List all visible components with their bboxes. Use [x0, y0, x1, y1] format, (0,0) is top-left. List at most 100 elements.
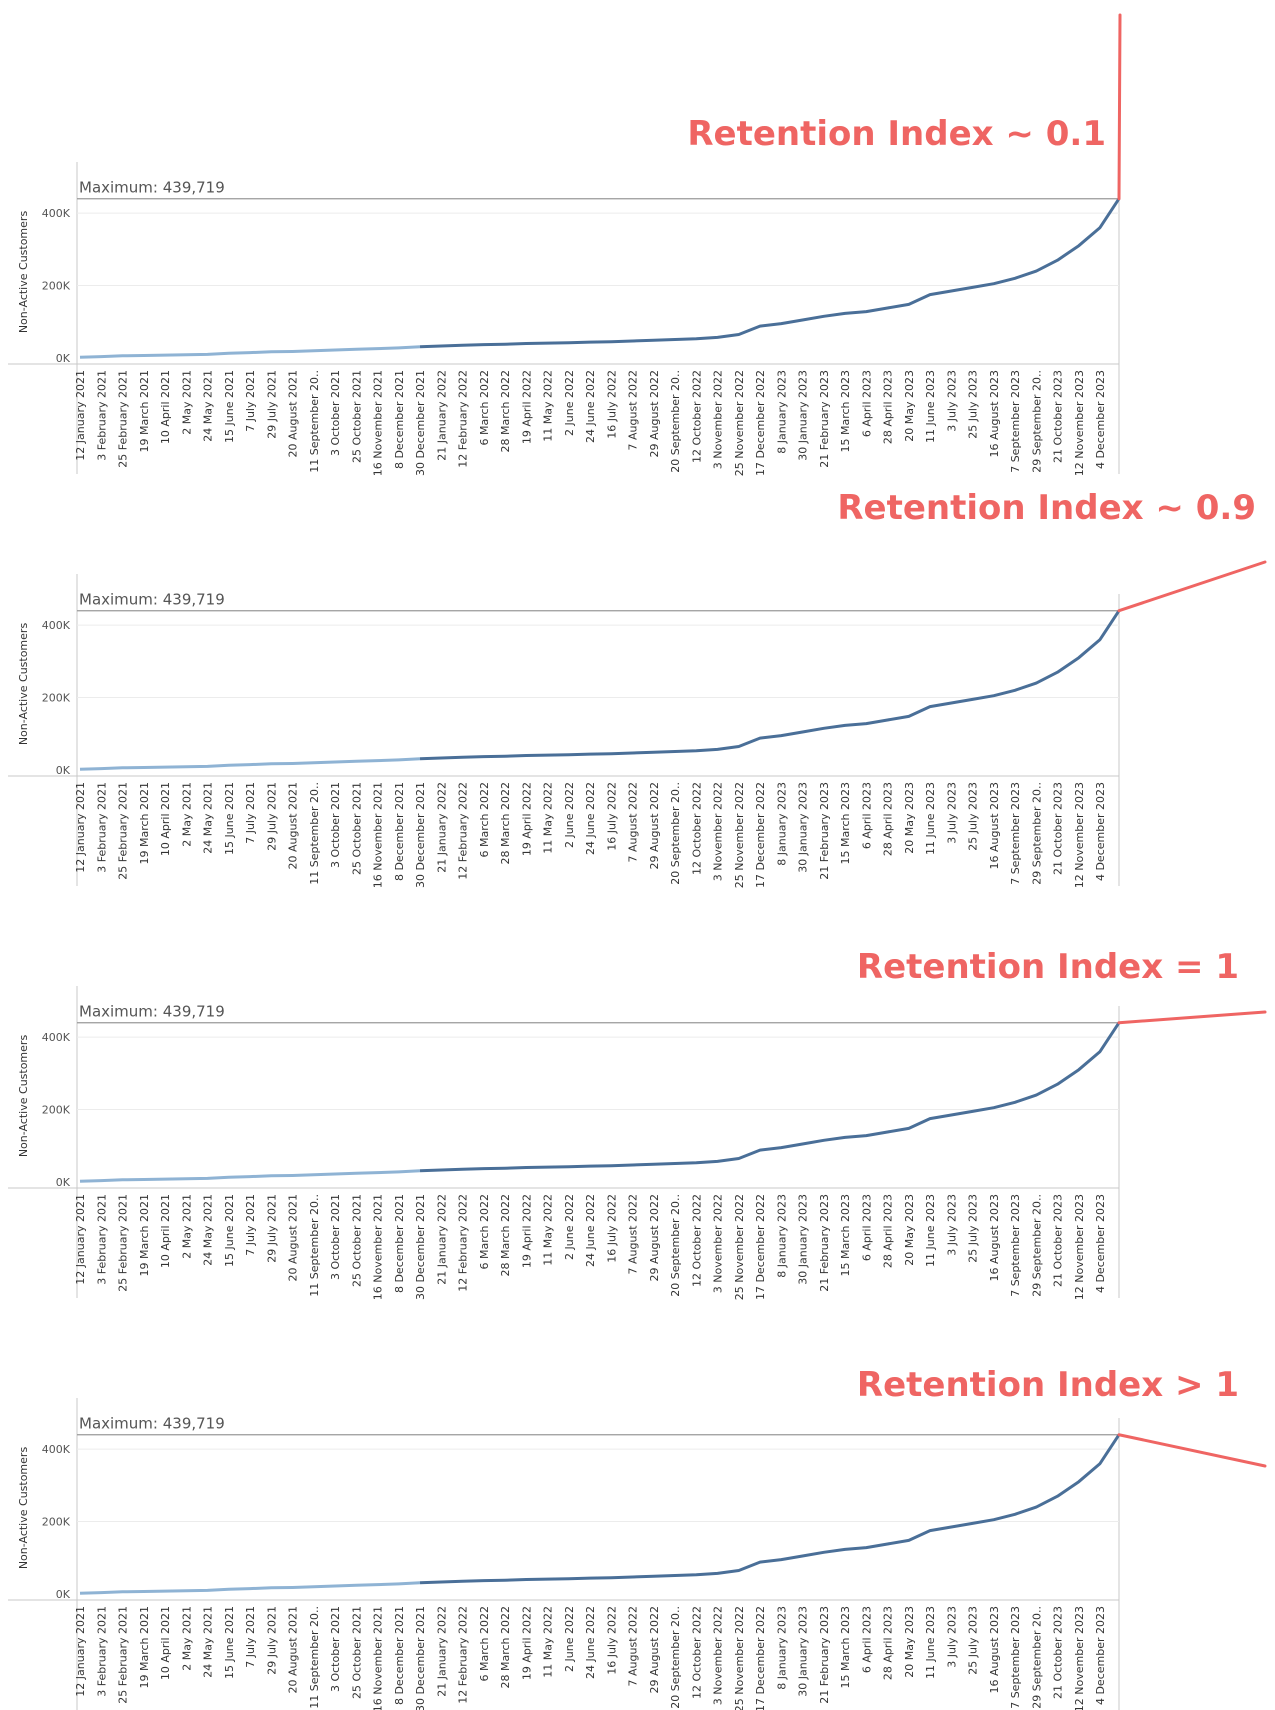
x-tick-label: 17 December 2022: [754, 782, 767, 888]
x-tick-label: 19 March 2021: [138, 1194, 151, 1277]
x-tick-label: 4 December 2023: [1094, 1606, 1107, 1705]
x-tick-label: 30 January 2023: [797, 1194, 810, 1285]
x-tick-label: 24 June 2022: [584, 370, 597, 443]
x-tick-label: 16 November 2021: [372, 1194, 385, 1300]
y-axis-title: Non-Active Customers: [17, 1035, 30, 1158]
x-tick-label: 2 June 2022: [563, 370, 576, 436]
x-tick-label: 21 January 2022: [435, 1606, 448, 1697]
x-tick-label: 29 September 20..: [1030, 1606, 1043, 1709]
x-tick-label: 11 September 20..: [308, 370, 321, 473]
x-tick-label: 3 November 2022: [712, 782, 725, 881]
x-tick-label: 12 February 2022: [457, 1606, 470, 1704]
x-tick-label: 25 July 2023: [967, 1194, 980, 1263]
x-tick-label: 15 March 2023: [839, 782, 852, 865]
x-tick-label: 3 February 2021: [95, 782, 108, 873]
x-tick-label: 29 July 2021: [265, 370, 278, 439]
x-tick-label: 29 July 2021: [265, 1194, 278, 1263]
x-tick-label: 28 March 2022: [499, 1606, 512, 1689]
x-tick-label: 21 October 2023: [1052, 1606, 1065, 1699]
x-tick-label: 12 January 2021: [74, 1606, 87, 1697]
x-tick-label: 12 January 2021: [74, 370, 87, 461]
x-tick-label: 30 January 2023: [797, 370, 810, 461]
retention-index-annotation: Retention Index = 1: [857, 947, 1239, 987]
x-tick-label: 8 December 2021: [393, 1606, 406, 1705]
y-tick-label: 0K: [56, 352, 71, 365]
y-tick-label: 400K: [42, 619, 71, 632]
projection-line: [1117, 1433, 1267, 1468]
x-tick-label: 19 April 2022: [520, 370, 533, 444]
y-axis-title: Non-Active Customers: [17, 1447, 30, 1570]
x-tick-label: 17 December 2022: [754, 1194, 767, 1300]
x-tick-label: 17 December 2022: [754, 1606, 767, 1710]
x-tick-label: 7 September 2023: [1009, 370, 1022, 473]
x-tick-label: 11 June 2023: [924, 1194, 937, 1267]
x-tick-label: 19 March 2021: [138, 1606, 151, 1689]
x-tick-label: 15 June 2021: [223, 1194, 236, 1267]
x-tick-label: 11 June 2023: [924, 1606, 937, 1679]
x-tick-label: 16 November 2021: [372, 370, 385, 476]
x-tick-label: 29 July 2021: [265, 782, 278, 851]
x-tick-label: 3 July 2023: [945, 370, 958, 432]
x-tick-label: 30 December 2021: [414, 370, 427, 476]
x-tick-label: 21 February 2023: [818, 1194, 831, 1292]
x-tick-label: 25 February 2021: [117, 782, 130, 880]
x-tick-label: 30 January 2023: [797, 1606, 810, 1697]
y-tick-label: 200K: [42, 692, 71, 705]
x-tick-label: 11 May 2022: [542, 1606, 555, 1678]
y-tick-label: 200K: [42, 280, 71, 293]
x-tick-label: 24 May 2021: [202, 782, 215, 854]
x-tick-label: 29 August 2022: [648, 1606, 661, 1693]
x-tick-label: 6 March 2022: [478, 1606, 491, 1682]
x-tick-label: 19 April 2022: [520, 1606, 533, 1680]
x-tick-label: 21 January 2022: [435, 370, 448, 461]
y-tick-label: 0K: [56, 764, 71, 777]
x-tick-label: 19 March 2021: [138, 370, 151, 453]
x-tick-label: 21 January 2022: [435, 782, 448, 873]
x-tick-label: 29 August 2022: [648, 1194, 661, 1281]
x-tick-label: 20 August 2021: [287, 370, 300, 457]
x-tick-label: 2 May 2021: [180, 1194, 193, 1259]
x-tick-label: 15 March 2023: [839, 1606, 852, 1689]
x-tick-label: 28 April 2023: [882, 1606, 895, 1680]
x-tick-label: 24 June 2022: [584, 1606, 597, 1679]
x-tick-label: 3 July 2023: [945, 1194, 958, 1256]
y-tick-label: 400K: [42, 1443, 71, 1456]
x-tick-label: 12 November 2023: [1073, 782, 1086, 888]
series-line-late: [419, 1021, 1121, 1173]
x-tick-label: 8 January 2023: [775, 1606, 788, 1690]
x-tick-label: 29 September 20..: [1030, 370, 1043, 473]
x-tick-label: 8 January 2023: [775, 782, 788, 866]
x-tick-label: 11 September 20..: [308, 1194, 321, 1297]
x-tick-label: 12 November 2023: [1073, 370, 1086, 476]
maximum-reference-label: Maximum: 439,719: [79, 1415, 225, 1433]
x-tick-label: 10 April 2021: [159, 782, 172, 856]
x-tick-label: 12 February 2022: [457, 782, 470, 880]
x-tick-label: 7 July 2021: [244, 1606, 257, 1668]
x-tick-label: 19 March 2021: [138, 782, 151, 865]
x-tick-label: 7 September 2023: [1009, 1194, 1022, 1297]
x-tick-label: 28 March 2022: [499, 370, 512, 453]
y-tick-label: 400K: [42, 1031, 71, 1044]
x-tick-label: 2 May 2021: [180, 370, 193, 435]
x-tick-label: 20 May 2023: [903, 782, 916, 854]
x-tick-label: 8 January 2023: [775, 370, 788, 454]
x-tick-label: 24 June 2022: [584, 1194, 597, 1267]
x-tick-label: 24 May 2021: [202, 370, 215, 442]
x-tick-label: 12 February 2022: [457, 370, 470, 468]
chart-panel-1: 0K 200K 400K Non-Active Customers Maximum: 4…: [8, 13, 1122, 476]
x-tick-label: 21 October 2023: [1052, 1194, 1065, 1287]
x-tick-label: 6 March 2022: [478, 370, 491, 446]
x-tick-label: 28 March 2022: [499, 1194, 512, 1277]
x-tick-label: 17 December 2022: [754, 370, 767, 476]
x-tick-label: 12 February 2022: [457, 1194, 470, 1292]
x-tick-label: 6 April 2023: [860, 782, 873, 849]
x-tick-label: 20 May 2023: [903, 1606, 916, 1678]
x-tick-label: 11 June 2023: [924, 782, 937, 855]
x-tick-label: 25 February 2021: [117, 370, 130, 468]
x-tick-label: 16 July 2022: [605, 1194, 618, 1263]
x-tick-label: 7 July 2021: [244, 1194, 257, 1256]
x-tick-label: 16 August 2023: [988, 782, 1001, 869]
x-tick-label: 11 May 2022: [542, 1194, 555, 1266]
x-tick-label: 20 September 20..: [669, 782, 682, 885]
